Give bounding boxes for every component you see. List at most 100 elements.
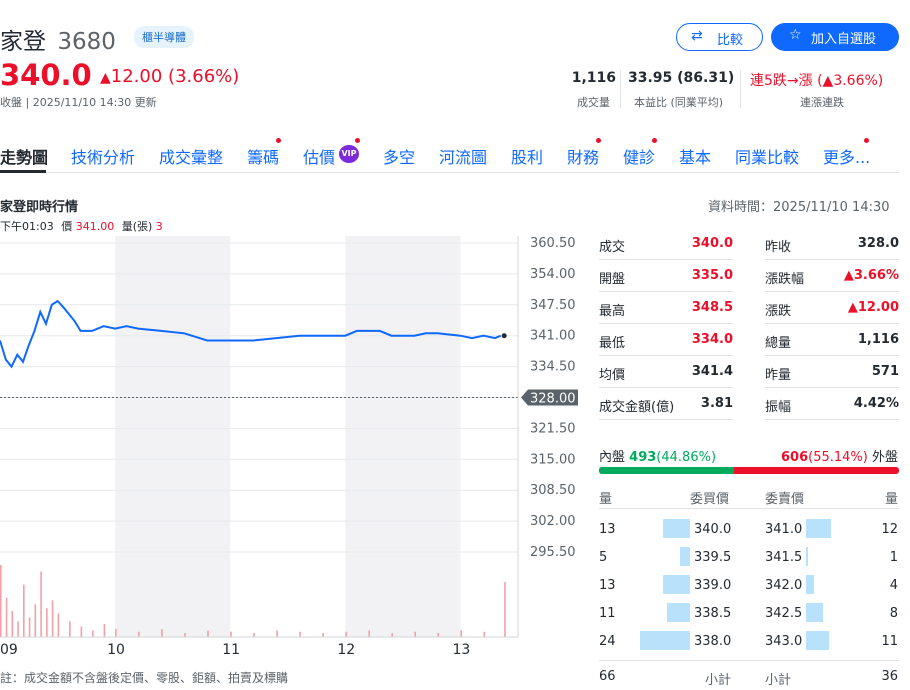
star-icon: ☆: [789, 27, 802, 43]
notification-dot: [864, 138, 869, 143]
stat-row-left: 成交金額(億) 3.81: [599, 388, 733, 420]
tab-dividend[interactable]: 股利: [511, 148, 544, 167]
summary-divider: [740, 70, 741, 108]
volume-bar: [504, 582, 506, 637]
bid-depth-bar: [640, 631, 690, 650]
volume-bar: [276, 630, 278, 637]
tab-more[interactable]: 更多...: [823, 148, 871, 167]
stat-label: 最低: [599, 336, 626, 351]
notification-dot: [276, 138, 281, 143]
bid-qty: 11: [599, 606, 616, 621]
tab-trades[interactable]: 成交彙整: [159, 148, 224, 167]
order-book-divider: [599, 508, 899, 509]
y-tick-label: 341.00: [530, 329, 576, 344]
volume-bar: [161, 629, 163, 637]
data-time: 資料時間：2025/11/10 14:30: [708, 200, 890, 215]
ask-price[interactable]: 343.0: [765, 634, 803, 649]
hover-volume-value: 3: [155, 220, 163, 233]
volume-bar: [92, 630, 94, 637]
ask-qty-header: 量: [885, 492, 899, 507]
ask-depth-bar: [806, 519, 831, 538]
stat-label: 成交金額(億): [599, 400, 675, 415]
volume-bar: [23, 584, 25, 637]
bid-depth-bar: [680, 547, 690, 566]
volume-bar: [46, 608, 48, 637]
intraday-chart[interactable]: 360.50 354.00 347.50 341.00 334.50 328.00 321.…: [0, 234, 590, 664]
ask-subtotal-label: 小計: [765, 673, 792, 688]
add-watchlist-label: 加入自選股: [811, 32, 877, 47]
ask-depth-bar: [806, 547, 808, 566]
bid-qty: 24: [599, 634, 616, 649]
vip-badge: VIP: [339, 145, 359, 163]
stock-name-text: 家登: [0, 29, 46, 55]
tab-basic[interactable]: 基本: [679, 148, 712, 167]
tab-chips[interactable]: 籌碼: [247, 148, 280, 167]
order-book-divider: [599, 660, 899, 661]
y-tick-label: 334.50: [530, 360, 576, 375]
stat-row-right: 振幅 4.42%: [765, 388, 899, 420]
bid-price[interactable]: 339.0: [694, 578, 732, 593]
inner-label: 內盤: [599, 450, 626, 465]
y-tick-label: 302.00: [530, 514, 576, 529]
active-tab-indicator: [0, 170, 46, 173]
tab-trend[interactable]: 走勢圖: [0, 148, 49, 167]
stat-value: ▲3.66%: [843, 268, 899, 283]
stat-value: 340.0: [691, 236, 733, 251]
prev-close-tag: [521, 389, 578, 406]
stat-row-left: 最高 348.5: [599, 292, 733, 324]
ask-depth-bar: [806, 603, 823, 622]
stat-row-left: 開盤 335.0: [599, 260, 733, 292]
add-watchlist-button[interactable]: ☆ 加入自選股: [771, 23, 899, 51]
stock-code: 3680: [57, 29, 116, 55]
market-badge[interactable]: 櫃半導體: [134, 26, 194, 48]
bid-qty: 5: [599, 550, 608, 565]
outer-value: 606: [781, 450, 809, 465]
ask-price[interactable]: 342.5: [765, 606, 803, 621]
ask-qty: 12: [881, 522, 898, 537]
up-triangle-icon: ▲: [100, 70, 111, 86]
volume-bar: [34, 604, 37, 637]
outer-label: 外盤: [872, 450, 899, 465]
volume-bar: [184, 633, 186, 637]
volume-bar: [437, 633, 440, 637]
volume-bar: [138, 631, 140, 637]
tab-river[interactable]: 河流圖: [439, 148, 488, 167]
stat-value: ▲12.00: [847, 300, 899, 315]
bid-price[interactable]: 339.5: [694, 550, 732, 565]
bid-price[interactable]: 340.0: [694, 522, 732, 537]
tab-health[interactable]: 健診: [623, 148, 656, 167]
volume-bar: [391, 633, 393, 637]
ask-price[interactable]: 341.0: [765, 522, 803, 537]
tab-financial[interactable]: 財務: [567, 148, 600, 167]
stat-value: 571: [871, 364, 899, 379]
ask-qty: 1: [889, 550, 898, 565]
inner-percent: (44.86%): [656, 450, 717, 465]
tab-valuation[interactable]: 估價: [303, 148, 336, 167]
compare-button[interactable]: ⇄ 比較: [676, 23, 763, 51]
hover-volume-label: 量(張): [121, 220, 153, 233]
change-percent: (3.66%): [168, 66, 240, 87]
volume-bar: [483, 631, 486, 637]
bid-price[interactable]: 338.0: [694, 634, 732, 649]
tab-bull-bear[interactable]: 多空: [383, 148, 416, 167]
price-line: [0, 299, 502, 369]
hover-readout: 下午01:03 價 341.00 量(張) 3: [0, 218, 163, 234]
ask-price[interactable]: 341.5: [765, 550, 803, 565]
tab-peer-compare[interactable]: 同業比較: [735, 148, 800, 167]
stat-row-right: 總量 1,116: [765, 324, 899, 356]
volume-bar: [69, 621, 71, 637]
tab-technical[interactable]: 技術分析: [71, 148, 136, 167]
stat-label: 最高: [599, 304, 626, 319]
ask-price[interactable]: 342.0: [765, 578, 803, 593]
bid-price[interactable]: 338.5: [694, 606, 732, 621]
bid-total: 66: [599, 669, 616, 684]
y-tick-label: 360.50: [530, 236, 576, 251]
price-change: ▲12.00 (3.66%): [100, 66, 239, 87]
current-price: 340.0: [0, 58, 92, 92]
y-tick-label: 354.00: [530, 267, 576, 282]
volume-bar: [57, 613, 60, 637]
y-tick-label: 315.00: [530, 452, 576, 467]
bid-qty-header: 量: [599, 492, 613, 507]
outer-percent: (55.14%): [808, 450, 868, 465]
volume-bar: [207, 630, 209, 637]
